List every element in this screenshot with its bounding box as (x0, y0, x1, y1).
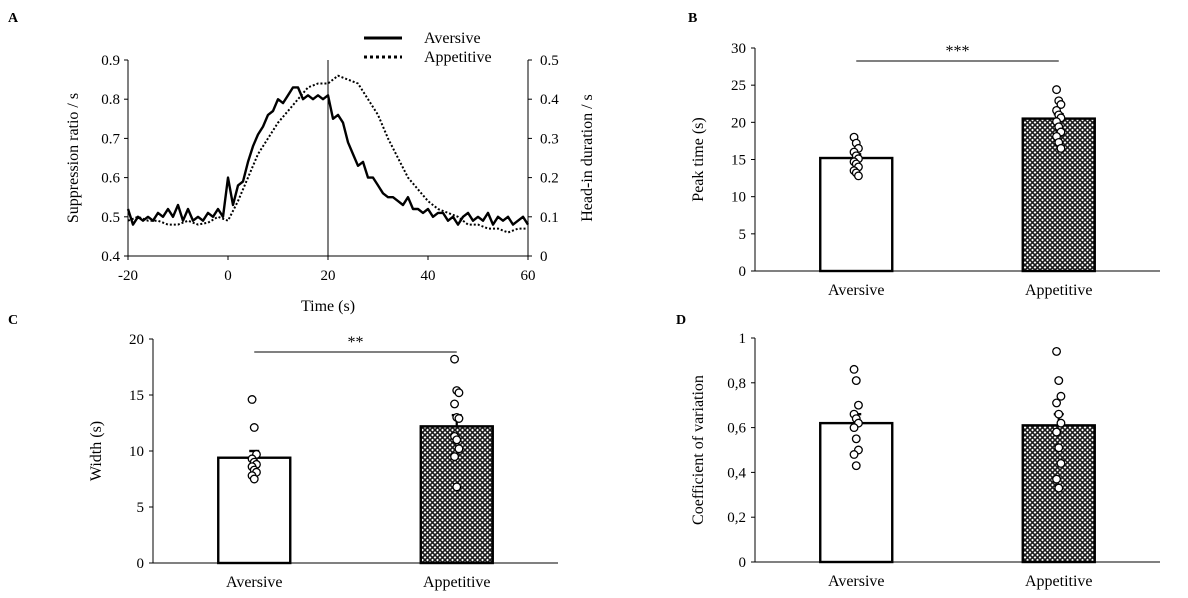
x-category-label: Aversive (828, 282, 885, 299)
data-point (1052, 427, 1061, 437)
y-tick-label-right: 0.1 (540, 210, 559, 226)
significance-stars: ** (348, 334, 364, 351)
y-axis-title-left: Suppression ratio / s (65, 93, 82, 223)
y-tick-label: 0,4 (727, 465, 746, 481)
data-point (1056, 100, 1066, 109)
line-chart-panel-a: 0.4 0.5 0.6 0.7 0.8 0.9 0 0.1 0.2 0.3 0.4 0.5 -20 0 20… (65, 30, 596, 315)
x-category-label: Aversive (226, 574, 283, 591)
y-tick-label-left: 0.4 (101, 249, 120, 265)
y-tick-label: 25 (731, 78, 746, 94)
data-point (452, 482, 462, 492)
data-point (450, 452, 459, 462)
y-tick-label: 0 (739, 264, 747, 280)
data-point (454, 388, 464, 398)
y-tick-label: 0,8 (727, 376, 746, 392)
y-axis-title: Coefficient of variation (690, 375, 707, 525)
y-tick-label-left: 0.8 (101, 92, 120, 108)
y-axis-title: Width (s) (88, 421, 105, 481)
x-category-label: Appetitive (1025, 282, 1093, 299)
y-axis-title: Peak time (s) (690, 117, 707, 201)
x-tick-label: 60 (521, 268, 536, 284)
y-tick-label: 0,2 (727, 510, 746, 526)
x-category-label: Appetitive (1025, 573, 1093, 590)
data-point (1054, 409, 1064, 419)
data-point (452, 435, 462, 445)
data-point (1052, 474, 1061, 484)
x-tick-label: -20 (118, 268, 138, 284)
data-point (454, 414, 464, 423)
y-axis-title-right: Head-in duration / s (579, 94, 596, 222)
y-tick-label: 15 (731, 153, 746, 169)
data-point (1054, 443, 1064, 453)
y-tick-label: 5 (137, 500, 145, 516)
data-point (854, 171, 863, 181)
x-tick-label: 20 (321, 268, 336, 284)
x-category-label: Aversive (828, 573, 885, 590)
x-category-label: Appetitive (423, 574, 491, 591)
data-point (249, 474, 259, 484)
data-point (1052, 398, 1061, 408)
y-tick-label: 20 (129, 332, 144, 348)
y-tick-label-right: 0.3 (540, 131, 559, 147)
panel-label-a: A (8, 11, 19, 26)
bar-chart-panel-c: 0 5 10 15 20 Width (s) Aversive Appetitive ** (88, 332, 558, 591)
y-tick-label-left: 0.5 (101, 210, 120, 226)
bar-chart-panel-d: 0 0,2 0,4 0,6 0,8 1 Coefficient of variation Av… (690, 331, 1160, 590)
y-tick-label-left: 0.7 (101, 131, 120, 147)
y-tick-label-right: 0.5 (540, 53, 559, 69)
series-line-appetitive (127, 74, 528, 234)
y-tick-label: 1 (739, 331, 747, 347)
y-tick-label-left: 0.6 (101, 171, 120, 187)
data-point (1054, 376, 1064, 386)
data-point (849, 423, 859, 433)
y-tick-label-left: 0.9 (101, 53, 120, 69)
y-tick-label-right: 0.2 (540, 171, 559, 187)
y-tick-label: 0 (137, 556, 145, 572)
data-point (851, 376, 861, 386)
x-axis-title: Time (s) (301, 298, 355, 315)
data-point (1056, 391, 1066, 401)
data-point (1052, 85, 1061, 95)
data-point (854, 400, 863, 410)
y-tick-label: 0 (739, 555, 747, 571)
y-tick-label: 10 (129, 444, 144, 460)
data-point (1054, 483, 1064, 493)
y-tick-label: 30 (731, 41, 746, 57)
x-tick-label: 40 (421, 268, 436, 284)
data-point (247, 395, 257, 404)
y-tick-label-right: 0 (540, 249, 548, 265)
data-point (249, 423, 259, 432)
bar-aversive (819, 421, 894, 564)
legend-label-aversive: Aversive (424, 30, 481, 47)
data-point (454, 444, 464, 454)
y-tick-label: 10 (731, 190, 746, 206)
bar-chart-panel-b: 0 5 10 15 20 25 30 Peak time (s) Aversive Appetit… (690, 41, 1160, 299)
data-point (450, 399, 459, 409)
data-point (851, 461, 861, 471)
data-point (1052, 346, 1061, 356)
data-point (450, 354, 459, 364)
y-tick-label-right: 0.4 (540, 92, 559, 108)
panel-label-b: B (688, 11, 697, 26)
data-point (1056, 458, 1066, 468)
x-tick-label: 0 (224, 268, 232, 284)
y-tick-label: 20 (731, 115, 746, 131)
data-point (849, 364, 859, 374)
significance-stars: *** (946, 43, 970, 60)
y-tick-label: 15 (129, 388, 144, 404)
legend-label-appetitive: Appetitive (424, 49, 492, 66)
data-point (1056, 143, 1066, 153)
data-point (849, 450, 859, 459)
data-point (851, 434, 861, 444)
data-point (1056, 418, 1066, 428)
panel-label-c: C (8, 313, 18, 328)
panel-label-d: D (676, 313, 686, 328)
y-tick-label: 0,6 (727, 421, 746, 437)
y-tick-label: 5 (739, 227, 747, 243)
